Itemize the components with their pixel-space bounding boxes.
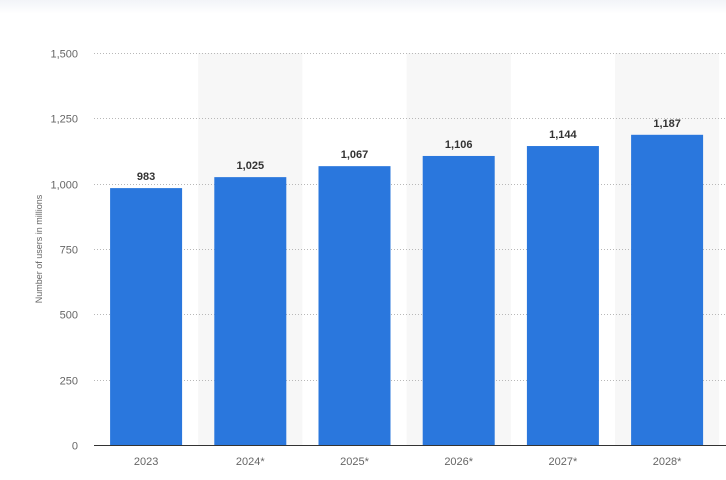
y-tick-label: 500 <box>60 310 78 322</box>
x-tick-label: 2026* <box>444 456 473 468</box>
bar-2024*[interactable] <box>214 177 287 445</box>
y-tick-label: 750 <box>60 245 78 257</box>
x-tick-label: 2028* <box>653 456 682 468</box>
y-tick-label: 1,500 <box>50 49 78 61</box>
bar-2025*[interactable] <box>318 166 391 445</box>
bars <box>110 134 704 446</box>
data-label: 983 <box>137 171 155 183</box>
y-tick-label: 0 <box>72 441 78 453</box>
bar-2026*[interactable] <box>422 155 495 445</box>
x-axis-labels: 2023 2024* 2025* 2026* 2027* 2028* <box>134 456 682 468</box>
top-band <box>0 0 726 14</box>
bar-2028*[interactable] <box>631 134 704 445</box>
data-labels: 983 1,025 1,067 1,106 1,144 1,187 <box>137 118 681 183</box>
y-axis-title: Number of users in millions <box>34 194 44 303</box>
data-label: 1,187 <box>653 118 681 130</box>
data-label: 1,144 <box>549 129 577 141</box>
gridlines <box>94 53 726 381</box>
data-label: 1,025 <box>237 160 265 172</box>
data-label: 1,067 <box>341 149 369 161</box>
y-tick-label: 250 <box>60 376 78 388</box>
y-tick-label: 1,250 <box>50 114 78 126</box>
x-tick-label: 2024* <box>236 456 265 468</box>
y-axis-ticks: 0 250 500 750 1,000 1,250 1,500 <box>50 49 78 453</box>
x-tick-label: 2027* <box>549 456 578 468</box>
y-tick-label: 1,000 <box>50 180 78 192</box>
x-tick-label: 2023 <box>134 456 158 468</box>
bar-2023[interactable] <box>110 188 183 446</box>
x-tick-label: 2025* <box>340 456 369 468</box>
bar-2027*[interactable] <box>526 146 599 445</box>
data-label: 1,106 <box>445 139 473 151</box>
